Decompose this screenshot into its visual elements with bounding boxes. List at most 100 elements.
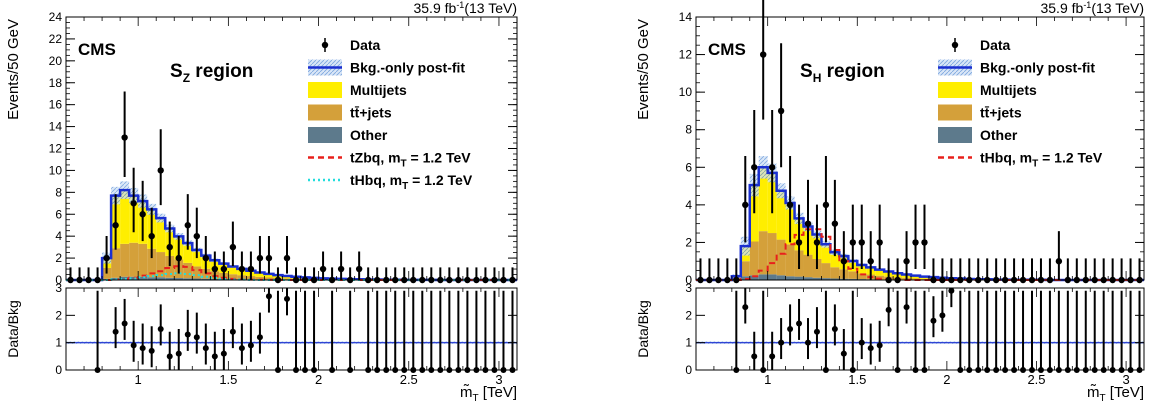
legend-label: tZbq, mT = 1.2 TeV — [350, 150, 471, 170]
lumi-energy: (13 TeV) — [464, 0, 517, 16]
legend-label-main: Multijets — [350, 82, 407, 98]
legend-label-main: Other — [350, 127, 388, 143]
y-tick-label: 0 — [55, 273, 62, 287]
ttbar-stack-bar — [776, 239, 786, 276]
y-tick-label: 20 — [49, 54, 63, 68]
ratio-y-tick-label: 1 — [685, 336, 692, 350]
ttbar-stack-bar — [758, 231, 768, 275]
ratio-point — [139, 345, 146, 352]
ratio-point — [211, 353, 218, 360]
x-tick-label: 1.5 — [848, 372, 866, 387]
ratio-point — [112, 328, 119, 335]
legend-fill-swatch — [938, 104, 972, 121]
multijet-stack-bar — [911, 275, 920, 279]
y-tick-label: 4 — [685, 198, 692, 212]
y-tick-label: 16 — [49, 98, 63, 112]
x-axis-title-unit: [TeV] — [479, 384, 517, 401]
data-point — [337, 265, 345, 273]
data-point — [220, 265, 228, 273]
y-tick-label: 10 — [679, 85, 693, 99]
ratio-point — [876, 342, 883, 349]
region-label-rest: region — [190, 61, 253, 82]
ratio-point — [184, 331, 191, 338]
legend-label-main: Bkg.-only post-fit — [980, 60, 1095, 76]
legend-label-sub: T — [402, 181, 408, 192]
ratio-point — [238, 345, 245, 352]
legend-label: Bkg.-only post-fit — [350, 60, 465, 76]
ttbar-stack-bar — [120, 243, 130, 277]
x-tick-label: 1 — [764, 372, 771, 387]
ratio-point — [121, 320, 128, 327]
lumi-exponent: -1 — [456, 0, 464, 10]
x-tick-label: 3 — [1122, 372, 1129, 387]
data-point — [193, 232, 200, 240]
data-point — [849, 239, 856, 246]
legend-label-sub: T — [401, 159, 407, 170]
ratio-point — [256, 334, 263, 341]
region-label: SH region — [800, 61, 885, 85]
ratio-y-tick-label: 3 — [685, 281, 692, 295]
data-point — [103, 254, 110, 262]
y-tick-label: 6 — [55, 207, 62, 221]
data-point — [283, 254, 291, 262]
ttbar-stack-bar — [165, 255, 175, 278]
region-label-main: S — [170, 61, 183, 82]
x-tick-label: 2.5 — [400, 372, 418, 387]
legend-fill-swatch — [308, 127, 342, 143]
ratio-point — [742, 304, 749, 311]
ratio-point — [247, 342, 254, 349]
legend-fill-swatch — [938, 127, 972, 143]
ratio-point — [885, 306, 892, 313]
data-point — [867, 258, 874, 265]
ratio-y-axis-title: Data/Bkg — [5, 300, 21, 358]
multijet-stack-bar — [228, 266, 238, 275]
ttbar-stack-bar — [111, 248, 121, 278]
other-stack-bar — [138, 276, 148, 280]
data-point — [777, 107, 785, 115]
ratio-point — [166, 353, 173, 360]
data-point — [876, 239, 883, 246]
cms-label: CMS — [708, 40, 746, 59]
multijet-stack-bar — [183, 243, 193, 263]
x-axis-title-main: m̃ — [460, 384, 473, 401]
multijet-stack-bar — [120, 190, 130, 244]
other-stack-bar — [776, 275, 786, 280]
data-point — [822, 201, 830, 209]
y-tick-label: 0 — [685, 273, 692, 287]
legend-label: Multijets — [980, 82, 1037, 98]
other-stack-bar — [129, 276, 139, 280]
x-tick-label: 1.5 — [219, 372, 237, 387]
ratio-point — [796, 320, 803, 327]
data-point — [831, 220, 839, 227]
legend-label: tt̄+jets — [980, 104, 1022, 120]
x-tick-label: 2 — [943, 372, 950, 387]
ratio-point — [202, 345, 209, 352]
ratio-plot-frame — [695, 287, 1145, 371]
data-point — [148, 232, 155, 240]
other-stack-bar — [848, 278, 858, 280]
ttbar-stack-bar — [138, 243, 148, 277]
lumi-exponent: -1 — [1083, 0, 1091, 10]
ratio-y-tick-label: 3 — [55, 281, 62, 295]
data-point — [795, 239, 803, 246]
ratio-point — [930, 317, 937, 324]
multijet-stack-bar — [192, 249, 202, 267]
data-point — [184, 222, 191, 229]
ratio-plot-frame — [65, 287, 518, 371]
legend-label-main: tHbq, m — [980, 150, 1032, 166]
legend-label-main: Data — [980, 37, 1011, 53]
ttbar-stack-bar — [785, 244, 795, 277]
other-stack-bar — [120, 276, 130, 280]
other-stack-bar — [767, 274, 777, 280]
ttbar-stack-bar — [228, 274, 238, 280]
other-stack-bar — [803, 277, 813, 280]
lumi-value: 35.9 fb — [1040, 0, 1083, 16]
y-tick-label: 18 — [49, 76, 63, 90]
legend-label: Other — [980, 127, 1018, 143]
ratio-point — [778, 339, 785, 346]
other-stack-bar — [156, 277, 166, 280]
y-tick-label: 10 — [49, 163, 63, 177]
ratio-y-tick-label: 1 — [55, 336, 62, 350]
